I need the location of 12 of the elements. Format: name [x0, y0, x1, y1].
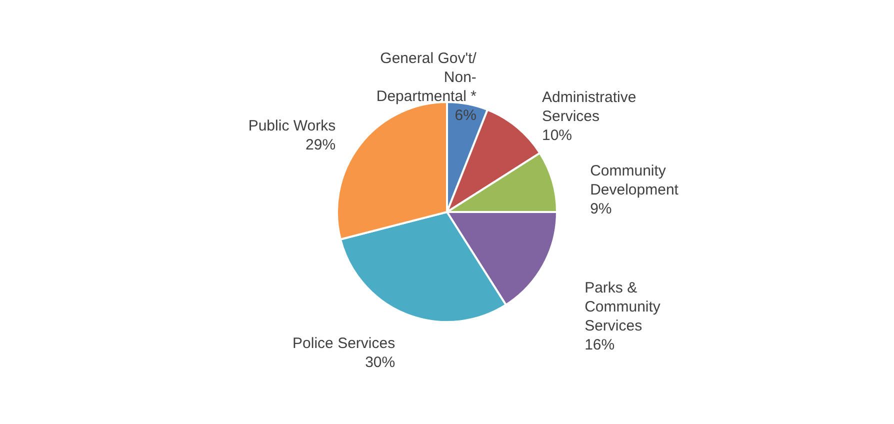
slice-label: Administrative Services [542, 89, 636, 126]
slice-label: Police Services [292, 335, 396, 352]
data-label: 10% [542, 127, 572, 144]
slice-label: Parks & Community Services [584, 280, 661, 335]
data-label: 6% [454, 106, 476, 124]
data-label: 16% [584, 336, 615, 354]
data-label: 30% [365, 354, 396, 372]
slice-label: General Gov't/Non-Departmental * [376, 50, 478, 105]
slice-label: Community Development [590, 162, 680, 198]
slice-label: Public Works [248, 118, 336, 135]
data-label: 9% [590, 200, 612, 218]
data-label: 29% [306, 136, 336, 154]
